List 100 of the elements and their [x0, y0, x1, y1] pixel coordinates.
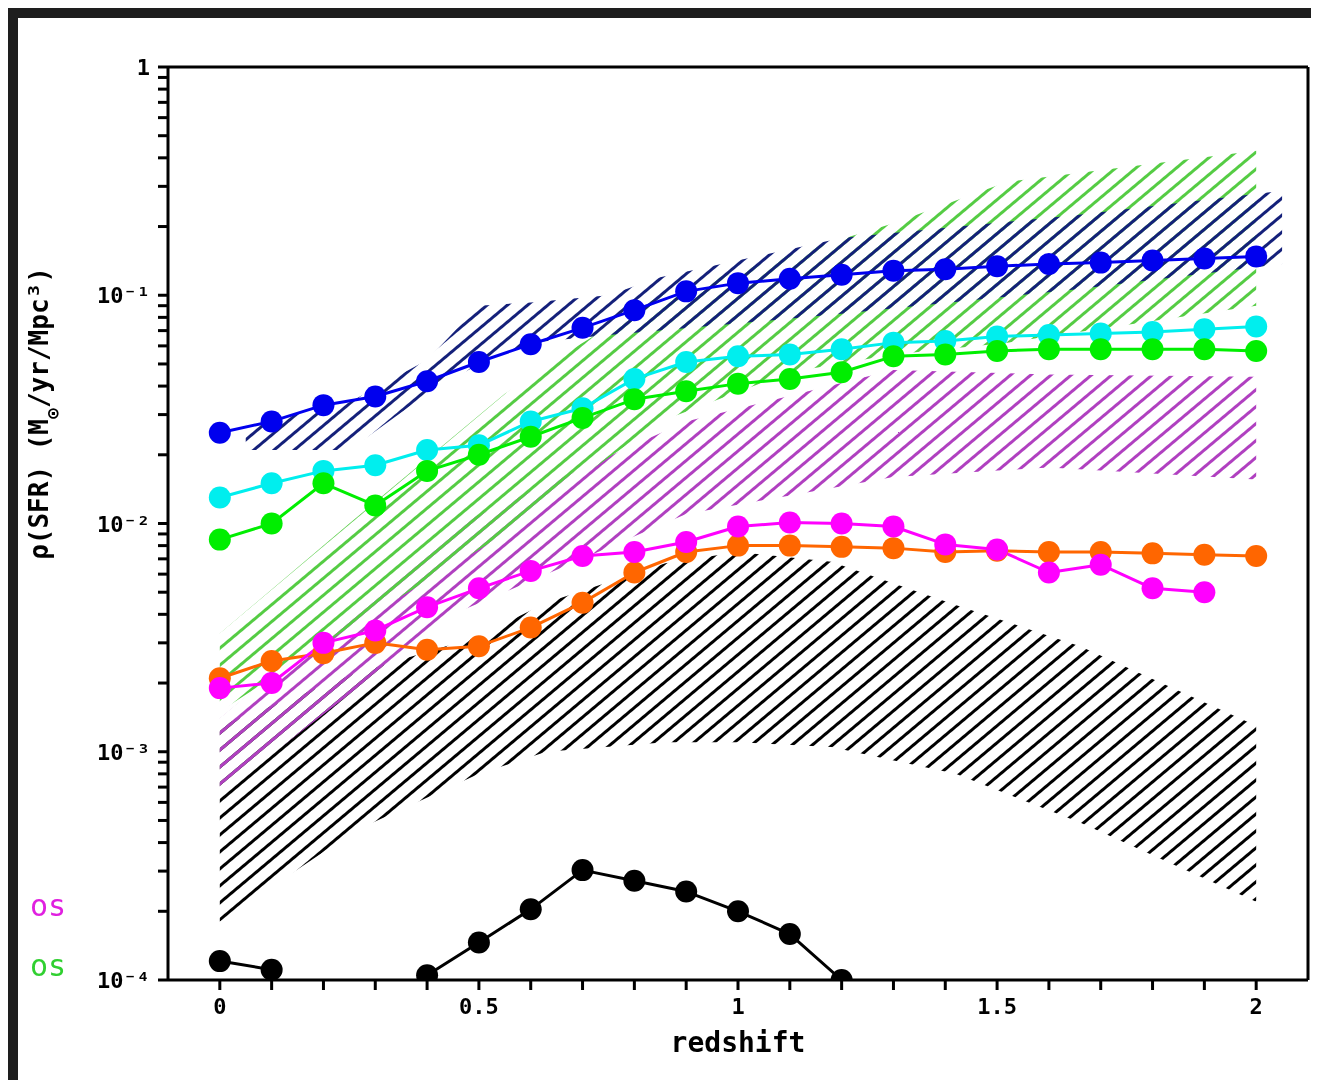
point	[364, 619, 387, 642]
point	[260, 649, 283, 672]
point	[934, 258, 957, 281]
point	[830, 361, 853, 384]
point	[830, 263, 853, 286]
point	[1141, 249, 1164, 272]
point	[1141, 542, 1164, 565]
point	[260, 410, 283, 433]
point	[1245, 315, 1268, 338]
point	[727, 372, 749, 395]
x-tick-label: 0	[213, 994, 227, 1019]
point	[364, 494, 387, 517]
point	[467, 931, 490, 954]
point	[675, 530, 698, 553]
point	[623, 299, 646, 322]
point	[312, 472, 335, 495]
point	[986, 339, 1009, 362]
point	[623, 388, 646, 411]
point	[208, 677, 231, 700]
point	[208, 528, 231, 551]
point	[882, 345, 905, 368]
point	[467, 351, 490, 373]
point	[260, 958, 283, 980]
point	[727, 900, 749, 923]
point	[778, 511, 801, 534]
point	[727, 345, 749, 368]
point	[1037, 541, 1060, 564]
point	[519, 898, 542, 921]
point	[675, 380, 698, 403]
point	[1089, 553, 1112, 576]
point	[934, 343, 957, 366]
point	[312, 394, 335, 417]
y-tick-label: 10⁻⁴	[97, 968, 150, 993]
point	[830, 512, 853, 535]
point	[727, 515, 749, 538]
point	[519, 333, 542, 356]
point	[882, 515, 905, 538]
point	[1037, 253, 1060, 276]
point	[260, 672, 283, 695]
point	[519, 425, 542, 448]
point	[416, 596, 439, 619]
point	[623, 541, 646, 564]
point	[519, 616, 542, 639]
point	[1245, 339, 1268, 362]
point	[416, 638, 439, 661]
point	[1193, 543, 1216, 566]
point	[675, 351, 698, 373]
point	[1089, 338, 1112, 361]
point	[571, 545, 594, 568]
point	[830, 535, 853, 558]
point	[675, 280, 698, 303]
point	[467, 577, 490, 600]
point	[778, 343, 801, 366]
point	[416, 370, 439, 393]
point	[571, 859, 594, 882]
point	[623, 367, 646, 390]
point	[1245, 545, 1268, 568]
point	[882, 537, 905, 560]
point	[1037, 561, 1060, 584]
x-tick-label: 2	[1249, 994, 1263, 1019]
y-tick-label: 10⁻¹	[97, 283, 150, 309]
point	[727, 272, 749, 295]
point	[778, 923, 801, 946]
point	[986, 255, 1009, 278]
point	[1193, 247, 1216, 270]
point	[208, 421, 231, 444]
point	[1193, 338, 1216, 361]
x-tick-label: 0.5	[459, 994, 499, 1019]
point	[467, 635, 490, 658]
point	[623, 561, 646, 584]
point	[623, 869, 646, 892]
point	[312, 631, 335, 654]
x-tick-label: 1.5	[977, 994, 1017, 1019]
point	[208, 486, 231, 509]
point	[571, 591, 594, 614]
point	[519, 559, 542, 582]
point	[571, 316, 594, 339]
point	[1193, 318, 1216, 341]
point	[727, 534, 749, 557]
point	[778, 534, 801, 557]
point	[1245, 245, 1268, 268]
point	[1193, 581, 1216, 604]
point	[882, 259, 905, 282]
point	[571, 406, 594, 429]
point	[1089, 251, 1112, 274]
point	[778, 267, 801, 290]
y-tick-label: 10⁻³	[97, 739, 150, 765]
y-tick-label: 1	[136, 55, 150, 80]
point	[1141, 577, 1164, 600]
x-tick-label: 1	[731, 994, 745, 1019]
text: os	[30, 948, 67, 983]
point	[416, 459, 439, 482]
point	[675, 880, 698, 903]
point	[208, 950, 231, 973]
point	[830, 338, 853, 361]
point	[934, 533, 957, 556]
point	[1037, 338, 1060, 361]
point	[260, 512, 283, 535]
point	[364, 454, 387, 477]
y-tick-label: 10⁻²	[97, 511, 150, 537]
